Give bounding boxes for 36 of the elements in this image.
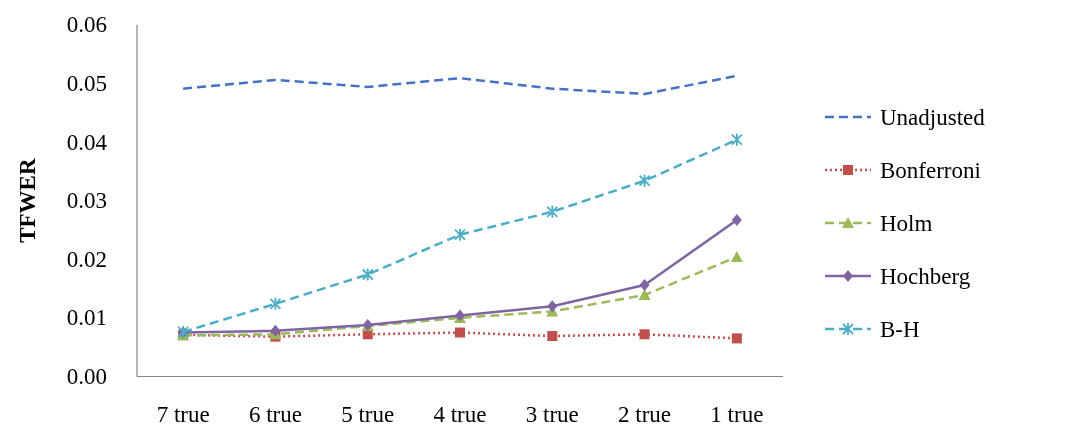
x-tick-label: 6 true [248, 402, 302, 427]
point [547, 331, 558, 342]
y-tick-label: 0.06 [66, 12, 107, 38]
y-axis-title: TFWER [14, 158, 40, 243]
point [270, 324, 281, 337]
point [546, 204, 559, 219]
point [638, 173, 651, 188]
y-tick-label: 0.02 [66, 246, 107, 272]
point [455, 327, 465, 338]
x-tick-label: 1 true [710, 402, 764, 427]
y-tick-label: 0.04 [66, 129, 108, 155]
legend-label: Bonferroni [880, 157, 981, 183]
x-tick-label: 7 true [156, 402, 210, 427]
y-tick-label: 0.00 [66, 364, 107, 389]
point [639, 329, 650, 340]
legend-label: Hochberg [880, 263, 971, 289]
x-tick-label: 4 true [433, 402, 487, 427]
point [269, 296, 282, 311]
y-tick-label: 0.03 [66, 188, 107, 214]
point [547, 300, 558, 313]
legend-label: Holm [880, 210, 933, 236]
x-tick-label: 3 true [525, 402, 579, 427]
point [730, 250, 743, 262]
x-tick-label: 2 true [618, 402, 672, 427]
point [731, 333, 742, 344]
point [639, 279, 650, 292]
point [731, 213, 742, 226]
x-tick-label: 5 true [341, 402, 395, 427]
legend-label: Unadjusted [880, 104, 986, 130]
legend-label: B-H [880, 316, 920, 342]
point [454, 227, 466, 242]
point [361, 267, 374, 282]
y-tick-label: 0.05 [66, 70, 107, 96]
point [730, 132, 743, 147]
y-tick-label: 0.01 [66, 305, 107, 331]
point [638, 289, 651, 301]
